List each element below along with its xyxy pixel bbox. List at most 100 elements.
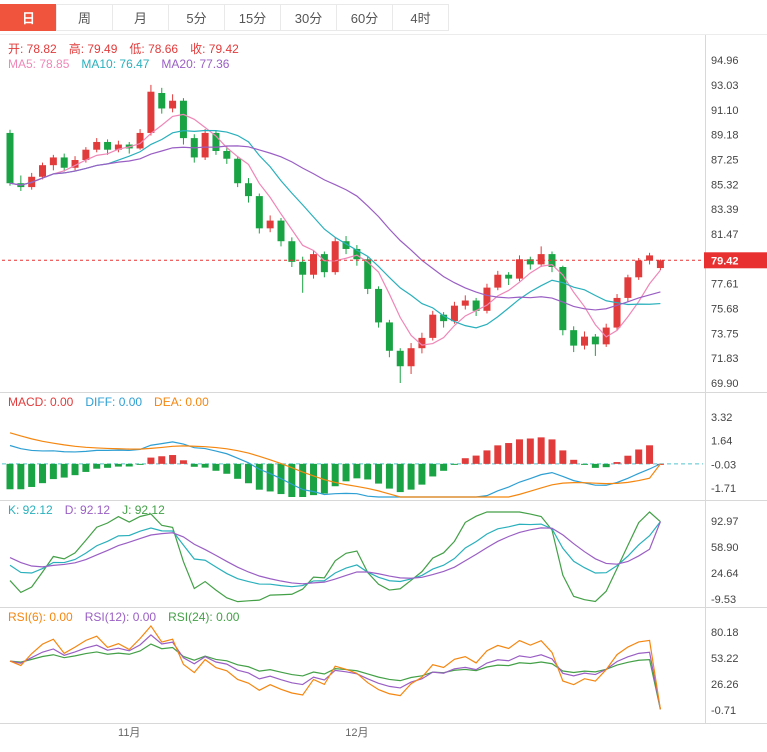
rsi-axis-tick: -0.71 [711, 705, 736, 717]
macd-bar [591, 463, 599, 468]
x-axis-month-label: 11月 [118, 727, 140, 739]
rsi12-line [9, 634, 661, 710]
macd-bar [125, 463, 133, 467]
macd-axis-tick: 3.32 [711, 412, 732, 424]
macd-bar [505, 443, 513, 464]
candle-body [364, 259, 372, 289]
kdj-axis-tick: 92.97 [711, 516, 739, 528]
macd-bar [331, 463, 339, 487]
candle-body [494, 274, 502, 288]
main-axis-tick: 81.47 [711, 229, 739, 241]
candle-body [310, 254, 318, 275]
current-price-tag-text: 79.42 [711, 255, 739, 267]
main-axis-tick: 85.32 [711, 179, 739, 191]
chart-area: 开: 78.82 高: 79.49 低: 78.66 收: 79.42 MA5:… [0, 35, 767, 752]
macd-bar [570, 459, 578, 464]
macd-bar [548, 439, 556, 464]
chart-canvas[interactable]: 94.96 93.03 91.10 89.18 87.25 85.32 83.39 81.47… [0, 35, 767, 752]
macd-bar [147, 457, 155, 464]
macd-bar [320, 463, 328, 494]
candle-body [93, 141, 101, 150]
macd-bar [429, 463, 437, 477]
macd-bar [559, 450, 567, 464]
macd-bar [158, 456, 166, 464]
macd-bar [624, 455, 632, 464]
macd-bar [440, 463, 448, 471]
macd-bar [93, 463, 101, 469]
main-axis-tick: 75.68 [711, 304, 739, 316]
candle-body [483, 287, 491, 311]
candle-body [255, 196, 263, 229]
tab-4hour[interactable]: 4时 [392, 3, 449, 31]
macd-bar [613, 462, 621, 464]
macd-bar [104, 463, 112, 468]
ma5-line [9, 113, 661, 346]
macd-axis-tick: -1.71 [711, 483, 736, 495]
macd-axis-tick: 1.64 [711, 436, 732, 448]
candle-body [635, 260, 643, 278]
tab-week[interactable]: 周 [56, 3, 113, 31]
candle-body [147, 91, 155, 133]
candle-body [6, 132, 14, 184]
candle-body [548, 254, 556, 267]
macd-bar [28, 463, 36, 487]
macd-bar [179, 460, 187, 464]
ma10-line [9, 129, 661, 329]
tab-15min[interactable]: 15分 [224, 3, 281, 31]
macd-bar [364, 463, 372, 480]
candle-body [299, 261, 307, 275]
main-axis-tick: 87.25 [711, 154, 739, 166]
main-axis-tick: 73.75 [711, 328, 739, 340]
kdj-axis-tick: 24.64 [711, 568, 739, 580]
candle-body [505, 274, 513, 279]
candle-body [277, 220, 285, 242]
candle-body [591, 336, 599, 345]
tab-5min[interactable]: 5分 [168, 3, 225, 31]
candle-body [60, 157, 68, 168]
macd-bar [17, 463, 25, 490]
macd-bar [266, 463, 274, 492]
macd-bar [6, 463, 14, 490]
macd-bar [581, 463, 589, 465]
macd-bar [472, 455, 480, 464]
tab-30min[interactable]: 30分 [280, 3, 337, 31]
macd-bar [602, 463, 610, 468]
ma20-line [9, 145, 661, 311]
macd-bar [223, 463, 231, 474]
macd-bar [114, 463, 122, 467]
candle-body [570, 330, 578, 346]
candle-body [418, 337, 426, 349]
candle-body [244, 183, 252, 197]
main-axis-tick: 93.03 [711, 80, 739, 92]
candle-body [429, 314, 437, 338]
k-line [9, 521, 661, 588]
tab-day[interactable]: 日 [0, 3, 57, 31]
candle-body [266, 220, 274, 229]
macd-bar [234, 463, 242, 479]
kdj-axis-tick: -9.53 [711, 594, 736, 606]
tab-60min[interactable]: 60分 [336, 3, 393, 31]
macd-bar [255, 463, 263, 490]
main-axis-tick: 71.83 [711, 353, 739, 365]
candle-body [526, 259, 534, 265]
candle-body [158, 92, 166, 109]
candle-body [223, 150, 231, 159]
candle-body [407, 348, 415, 367]
main-axis-tick: 94.96 [711, 55, 739, 67]
candle-body [169, 100, 177, 109]
candle-body [396, 350, 404, 367]
macd-bar [537, 437, 545, 464]
tab-month[interactable]: 月 [112, 3, 169, 31]
macd-bar [396, 463, 404, 493]
candle-body [212, 132, 220, 151]
macd-bar [385, 463, 393, 489]
candle-body [656, 260, 664, 269]
macd-bar [71, 463, 79, 476]
macd-bar [418, 463, 426, 485]
candle-body [624, 277, 632, 298]
candle-body [320, 254, 328, 273]
macd-bar [136, 463, 144, 465]
macd-bar [450, 463, 458, 465]
macd-bar [461, 458, 469, 464]
